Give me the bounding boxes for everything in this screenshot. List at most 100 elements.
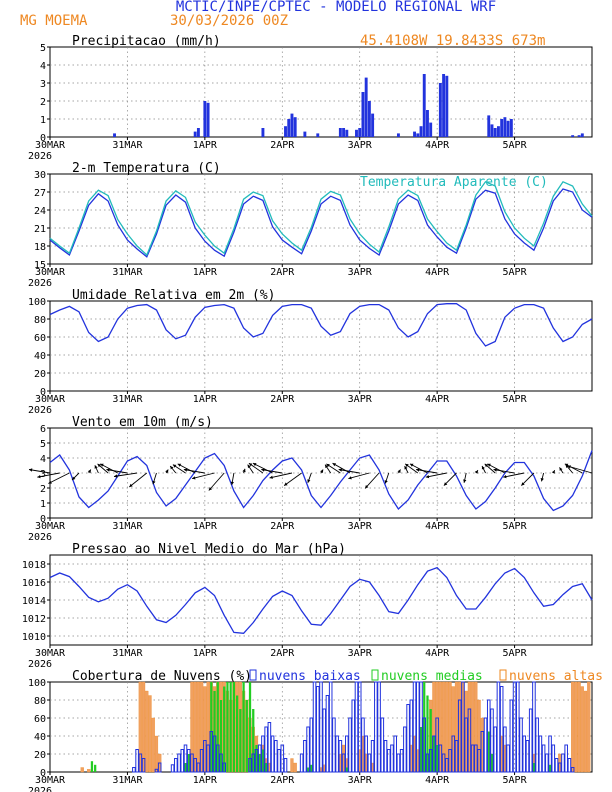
clouds-ytick-label: 40 <box>34 732 46 743</box>
cloud-low-bar <box>248 758 252 773</box>
cloud-mid-bar <box>232 682 236 772</box>
cloud-mid-bar <box>252 709 255 772</box>
wind-vector-head <box>87 469 91 473</box>
cloud-legend-swatch-1 <box>371 669 379 681</box>
wind-vector <box>493 469 515 474</box>
precip-bar <box>358 128 362 137</box>
cloud-low-bar <box>193 758 197 773</box>
wind-vector-head <box>503 475 507 479</box>
precip-bar <box>509 119 513 137</box>
cloud-low-bar <box>412 681 417 773</box>
wind-vector-head <box>474 470 478 474</box>
cloud-low-bar <box>254 749 259 773</box>
clouds-xtick-label: 31MAR <box>112 775 143 786</box>
precip-bar <box>580 133 584 137</box>
precip-bar <box>355 129 358 137</box>
wind-year-label: 2026 <box>28 532 52 543</box>
cloud-low-bar <box>315 686 320 773</box>
temperature-ytick-label: 24 <box>34 206 46 217</box>
clouds-ytick-label: 0 <box>40 768 46 779</box>
cloud-mid-bar <box>306 767 310 772</box>
wind-vector-head <box>48 480 52 484</box>
wind-vector-head <box>405 463 409 468</box>
precip-bar <box>361 92 365 137</box>
cloud-low-bar <box>332 717 336 773</box>
wind-vector-head <box>106 468 110 472</box>
precip-bar <box>364 77 368 137</box>
wind-vector <box>261 469 283 474</box>
wind-vector-head <box>443 482 448 486</box>
cloud-low-bar <box>303 740 307 773</box>
wind-vector <box>192 472 215 480</box>
temperature-xtick-label: 3APR <box>348 267 373 278</box>
cloud-low-bar <box>319 681 323 773</box>
precip-bar <box>261 128 265 137</box>
wind-vector-head <box>484 463 489 468</box>
cloud-low-bar <box>190 753 194 773</box>
precip-bar <box>577 135 581 137</box>
precip-bar <box>113 133 116 137</box>
wind-vector-head <box>100 463 104 467</box>
temperature-ytick-label: 30 <box>34 170 46 181</box>
precip-bar <box>490 124 494 137</box>
wind-vector-head <box>170 466 174 470</box>
cloud-low-bar <box>570 767 575 773</box>
precip-bar <box>500 119 504 137</box>
cloud-low-bar <box>306 726 310 773</box>
precip-bar <box>367 101 371 137</box>
cloud-high-bar <box>87 769 91 773</box>
cloud-low-bar <box>538 735 543 773</box>
cloud-low-bar <box>545 753 549 773</box>
cloud-low-bar <box>390 744 394 773</box>
wind-vector-head <box>487 463 491 467</box>
wind-vector-head <box>404 466 408 470</box>
cloud-low-bar <box>425 753 430 773</box>
cloud-low-bar <box>177 753 181 773</box>
wind-vector-head <box>564 463 569 467</box>
clouds-frame <box>49 681 593 773</box>
cloud-high-bar <box>80 767 84 773</box>
cloud-low-bar <box>522 735 527 773</box>
cloud-low-bar <box>516 681 520 773</box>
precip-ytick-label: 5 <box>40 43 46 54</box>
temperature-line-0 <box>49 188 593 258</box>
wind-vector-head <box>177 463 182 467</box>
precip-bar <box>203 101 207 137</box>
temperature-title: 2-m Temperatura (C) <box>72 161 221 176</box>
wind-vector-head <box>410 463 414 467</box>
wind-vector <box>283 472 302 486</box>
pressure-xtick-label: 3APR <box>348 648 373 659</box>
wind-vector-head <box>114 474 118 478</box>
cloud-high-bar <box>577 681 581 773</box>
wind-vector <box>425 472 447 478</box>
cloud-low-bar <box>277 749 281 773</box>
wind-vector-head <box>253 463 257 467</box>
cloud-low-bar <box>470 744 475 773</box>
humidity-ytick-label: 80 <box>34 315 46 326</box>
wind-vector <box>100 463 118 474</box>
precip-xtick-label: 4APR <box>425 140 450 151</box>
cloud-low-bar <box>464 717 468 773</box>
precip-bar <box>438 83 442 137</box>
precip-bar <box>338 128 342 137</box>
humidity-xtick-label: 2APR <box>270 394 295 405</box>
cloud-low-bar <box>506 744 510 773</box>
cloud-low-bar <box>525 740 530 773</box>
cloud-low-bar <box>535 717 539 773</box>
precip-ytick-label: 2 <box>40 97 46 108</box>
cloud-low-bar <box>432 735 436 773</box>
pressure-xtick-label: 5APR <box>503 648 528 659</box>
wind-vector-head <box>152 480 156 485</box>
wind-vector <box>416 469 438 474</box>
header-location: MG MOEMA <box>20 13 88 29</box>
humidity-ytick-label: 40 <box>34 351 46 362</box>
cloud-low-bar <box>403 726 407 773</box>
wind-vector <box>37 472 60 478</box>
wind-vector <box>208 472 225 491</box>
temperature-ytick-label: 27 <box>34 188 46 199</box>
precip-bar <box>422 74 426 137</box>
cloud-low-bar <box>486 699 491 773</box>
cloud-mid-bar <box>223 686 226 772</box>
cloud-low-bar <box>406 704 410 773</box>
cloud-low-bar <box>499 686 504 773</box>
